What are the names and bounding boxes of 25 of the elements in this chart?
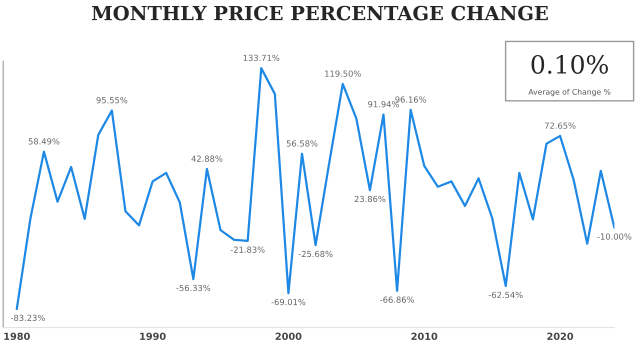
data-label: -21.83% — [230, 246, 265, 253]
data-label: 95.55% — [96, 97, 128, 104]
x-tick-label: 2020 — [547, 332, 574, 340]
data-label: 119.50% — [325, 70, 361, 77]
chart-title: MONTHLY PRICE PERCENTAGE CHANGE — [92, 6, 548, 20]
data-label: 133.71% — [244, 54, 280, 62]
x-tick-label: 1980 — [4, 332, 30, 340]
data-label: -69.01% — [271, 298, 306, 306]
annotation: 0.10% — [532, 54, 608, 74]
x-tick-label: 1990 — [140, 332, 166, 340]
x-tick-label: 2010 — [411, 332, 438, 340]
data-label: -62.54% — [488, 292, 523, 298]
data-label: 72.65% — [544, 122, 576, 129]
data-label: 42.88% — [191, 156, 222, 162]
data-label: 58.49% — [28, 138, 60, 145]
data-label: -83.23% — [10, 314, 45, 321]
x-tick-label: 2000 — [276, 332, 302, 340]
data-label: 96.16% — [395, 96, 426, 103]
data-label: 56.58% — [286, 140, 318, 147]
data-label: -66.86% — [380, 296, 414, 303]
data-label: -25.68% — [298, 250, 333, 258]
data-label: 23.86% — [354, 196, 386, 202]
data-label: 91.94% — [368, 101, 399, 108]
data-label: -56.33% — [176, 284, 210, 292]
data-label: -10.00% — [597, 233, 632, 240]
